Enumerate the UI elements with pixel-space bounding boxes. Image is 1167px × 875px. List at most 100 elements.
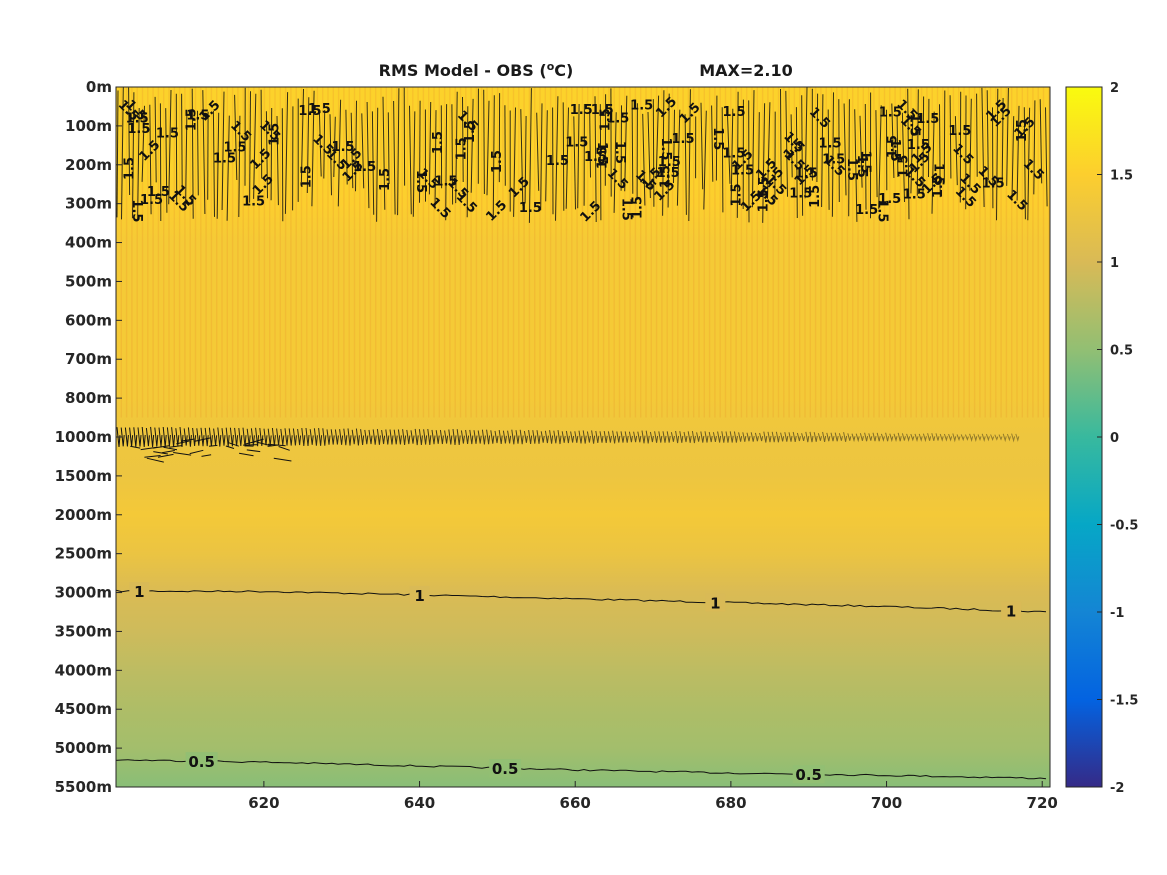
contour-label: 1.5 (455, 137, 470, 160)
contour-label: 1.5 (818, 136, 841, 151)
contour-label: 1.5 (907, 138, 930, 153)
contour-label: 1.5 (808, 185, 823, 208)
contour-line-0.5 (116, 759, 1047, 780)
contour-label: 1.5 (757, 189, 772, 212)
contour-label: 1.5 (596, 146, 611, 169)
contour-label: 1 (134, 583, 144, 601)
y-tick-label: 4500m (55, 700, 112, 718)
contour-label: 1.5 (982, 176, 1005, 191)
y-tick-label: 600m (65, 311, 112, 329)
contour-label: 1.5 (1015, 119, 1030, 142)
contour-label: 1.5 (844, 158, 859, 181)
contour-label: 1.5 (463, 120, 478, 143)
contour-label: 1.5 (300, 165, 315, 188)
texture-layer (116, 87, 1050, 418)
contour-label: 1.5 (907, 114, 922, 137)
contour-label: 1.5 (948, 124, 971, 139)
colorbar-tick-label: 0.5 (1110, 344, 1133, 359)
contour-label: 1.5 (224, 141, 247, 156)
contour-label: 1.5 (378, 168, 393, 191)
y-tick-label: 3000m (55, 584, 112, 602)
contour-line-1 (116, 589, 1047, 613)
contour-label: 1.5 (413, 170, 428, 193)
contour-label: 1.5 (795, 166, 818, 181)
contour-label: 1.5 (147, 185, 170, 200)
colorbar-axis: 2 1.5 1 0.5 0 -0.5 -1 -1.5 -2 (1097, 81, 1138, 796)
y-tick-label: 1000m (55, 428, 112, 446)
y-tick-label: 300m (65, 195, 112, 213)
max-label: MAX=2.10 (699, 61, 793, 80)
x-tick-label: 660 (560, 794, 591, 812)
contour-label: 1.5 (874, 199, 889, 222)
contour-label: 1.5 (855, 203, 878, 218)
y-tick-label: 5000m (55, 739, 112, 757)
x-tick-label: 700 (871, 794, 902, 812)
contour-label: 1.5 (657, 166, 680, 181)
y-tick-label: 0m (86, 78, 112, 96)
contour-label: 1.5 (878, 192, 901, 207)
colorbar-tick-label: -0.5 (1110, 519, 1138, 534)
colorbar-tick-label: -2 (1110, 781, 1124, 796)
y-tick-label: 2500m (55, 545, 112, 563)
contour-label: 1.5 (879, 105, 902, 120)
y-tick-label: 3500m (55, 622, 112, 640)
y-tick-label: 100m (65, 117, 112, 135)
contour-label: 0.5 (795, 766, 822, 784)
contour-label: 1.5 (858, 150, 873, 173)
contour-label: 1.5 (308, 102, 331, 117)
y-tick-label: 1500m (55, 467, 112, 485)
contour-label: 1.5 (519, 201, 542, 216)
y-tick-label: 800m (65, 389, 112, 407)
contour-label: 1.5 (298, 104, 321, 119)
colorbar-tick-label: 1.5 (1110, 169, 1133, 184)
contour-label: 1.5 (822, 153, 845, 168)
heatmap-field (116, 87, 1050, 787)
contour-label: 1.5 (710, 127, 725, 150)
contour-label: 1.5 (658, 155, 681, 170)
contour-label: 1.5 (431, 131, 446, 154)
contour-label: 1.5 (903, 188, 926, 203)
x-tick-label: 620 (248, 794, 279, 812)
contour-label: 1.5 (353, 160, 376, 175)
contour-label: 1.5 (129, 199, 144, 222)
contour-label: 1 (710, 594, 720, 612)
contour-label: 1.5 (332, 140, 355, 155)
y-tick-label: 5500m (55, 778, 112, 796)
contour-label: 1.5 (896, 155, 911, 178)
contour-label: 1.5 (599, 108, 614, 131)
contour-label: 1 (1006, 603, 1016, 621)
x-tick-label: 680 (715, 794, 746, 812)
title-text: RMS Model - OBS ( (379, 61, 547, 80)
colorbar-tick-label: 0 (1110, 431, 1119, 446)
contour-label: 1.5 (757, 176, 772, 199)
contour-label: 1.5 (570, 103, 593, 118)
contour-label: 1 (414, 587, 424, 605)
contour-label: 1.5 (156, 127, 179, 142)
x-tick-label: 640 (404, 794, 435, 812)
contour-label: 1.5 (854, 155, 869, 178)
chart-title: RMS Model - OBS (oC) (379, 60, 574, 80)
contour-label: 1.5 (126, 112, 149, 127)
contour-label: 1.5 (584, 150, 607, 165)
contour-label: 1.5 (630, 196, 645, 219)
contour-label: 1.5 (434, 175, 457, 190)
contour-label: 1.5 (672, 132, 695, 147)
contour-label: 1.5 (594, 142, 609, 165)
contour-label: 1.5 (931, 163, 946, 186)
contour-label: 1.5 (722, 147, 745, 162)
title-unit-superscript: o (547, 60, 555, 73)
contour-label: 1.5 (490, 150, 505, 173)
contour-label: 1.5 (658, 137, 673, 160)
contour-label: 1.5 (140, 193, 163, 208)
y-axis: 0m 100m 200m 300m 400m 500m 600m 700m 800m 1000m 1… (55, 78, 122, 796)
contour-label: 1.5 (931, 175, 946, 198)
contour-label: 1.5 (213, 151, 236, 166)
colorbar-tick-label: -1 (1110, 606, 1124, 621)
contour-label: 1.5 (612, 141, 627, 164)
contour-label: 1.5 (591, 103, 614, 118)
contour-label: 1.5 (723, 105, 746, 120)
contour-label: 1.5 (887, 139, 902, 162)
y-tick-label: 500m (65, 272, 112, 290)
y-tick-label: 200m (65, 156, 112, 174)
